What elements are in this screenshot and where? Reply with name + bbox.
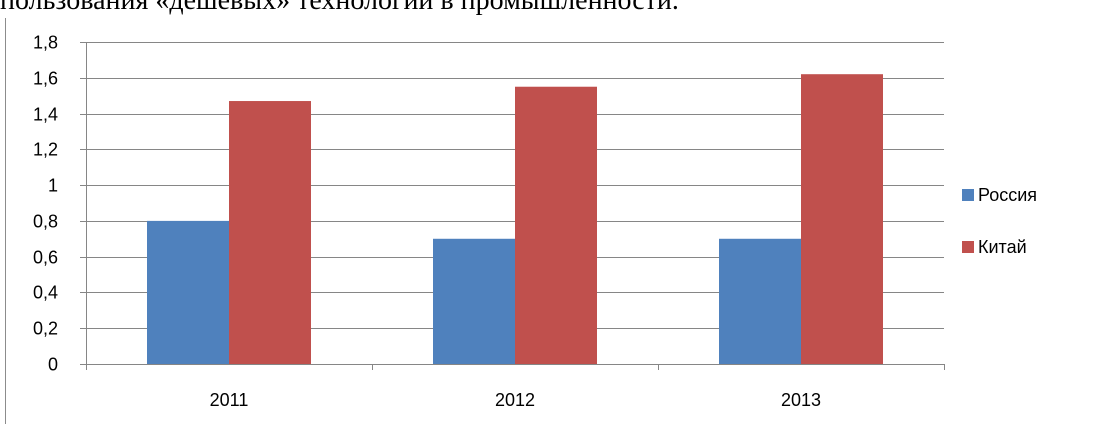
legend-label: Китай — [978, 237, 1027, 257]
legend-label: Россия — [978, 185, 1037, 205]
axes: 0 0,2 0,4 0,6 0,8 1 1,2 1,4 1,6 1,8 2011 2012 2013 — [33, 33, 945, 410]
y-tick-label: 0 — [48, 355, 58, 375]
x-tick-label: 2012 — [495, 390, 535, 410]
y-tick-label: 1,4 — [33, 105, 58, 125]
y-tick-label: 0,2 — [33, 319, 58, 339]
bar-series1-2011 — [147, 220, 229, 364]
legend-swatch — [962, 189, 974, 201]
y-tick-label: 0,6 — [33, 248, 58, 268]
legend: Россия Китай — [962, 185, 1037, 257]
y-tick-label: 0,8 — [33, 212, 58, 232]
x-tick-label: 2013 — [781, 390, 821, 410]
chart-frame — [5, 18, 1099, 424]
y-tick-label: 1,8 — [33, 33, 58, 53]
bars — [147, 74, 883, 365]
bar-series2-2013 — [801, 74, 883, 364]
document-caption-text: пользования «дешевых» технологий в промы… — [0, 0, 679, 16]
y-tick-label: 1,6 — [33, 69, 58, 89]
y-tick-label: 1 — [48, 176, 58, 196]
bar-series1-2013 — [719, 238, 801, 364]
y-tick-label: 1,2 — [33, 140, 58, 160]
bar-series2-2011 — [229, 101, 311, 365]
bar-series1-2012 — [433, 238, 515, 364]
y-tick-label: 0,4 — [33, 283, 58, 303]
legend-swatch — [962, 241, 974, 253]
bar-series2-2012 — [515, 86, 597, 364]
x-tick-label: 2011 — [210, 390, 249, 410]
